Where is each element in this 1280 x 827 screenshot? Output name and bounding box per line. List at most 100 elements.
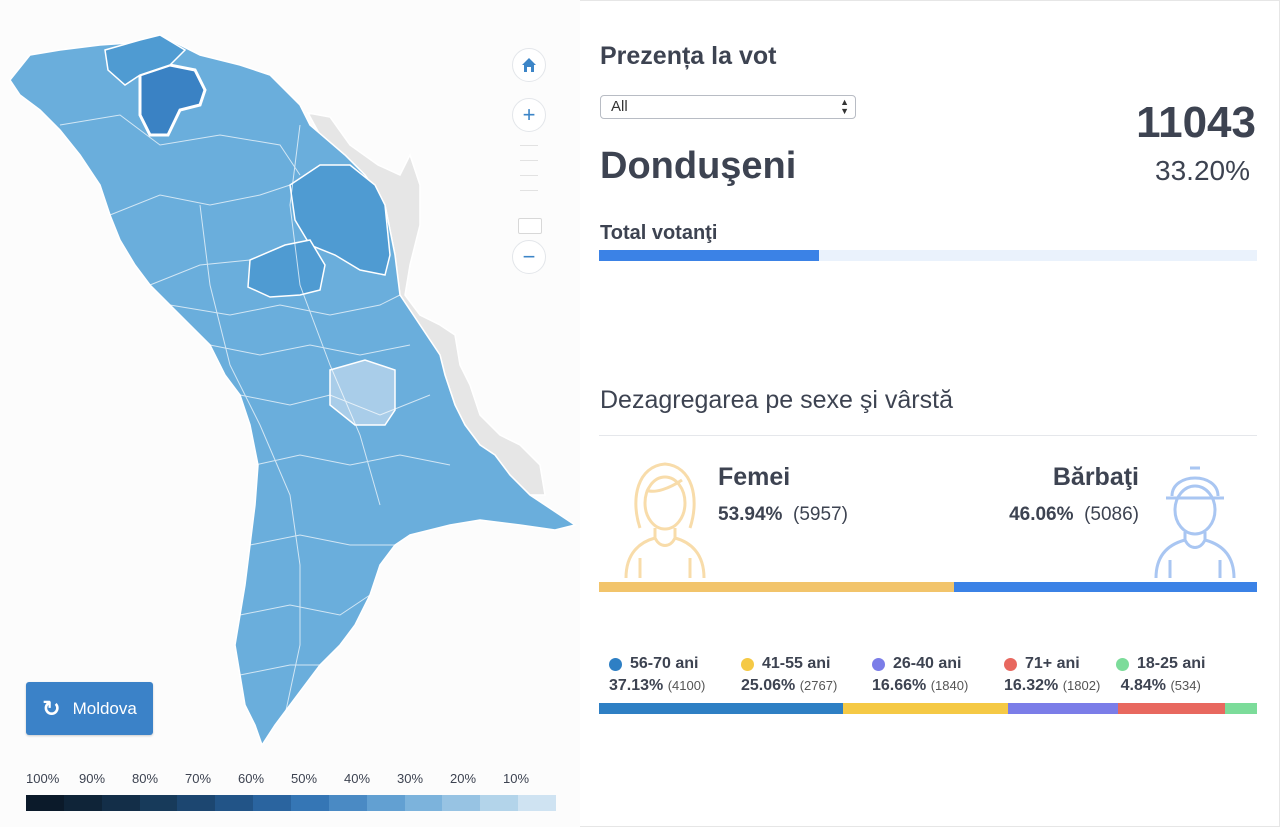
map-home-button[interactable] [512,48,546,82]
legend-label: 60% [238,771,265,786]
age-group-item: 18-25 ani 4.84% (534) [1116,655,1205,695]
age-group-percent: 16.66% [872,677,927,694]
reset-map-label: Moldova [72,698,137,718]
age-group-item: 56-70 ani 37.13% (4100) [609,655,705,695]
age-group-count: (1802) [1062,678,1101,693]
age-group-count: (2767) [799,678,838,693]
zoom-in-button[interactable]: + [512,98,546,132]
age-group-label: 56-70 ani [630,655,699,672]
filter-select[interactable]: All ▲ ▼ [600,95,856,119]
age-bar [599,703,1257,714]
age-group-percent: 37.13% [609,677,664,694]
female-percent: 53.94% [718,504,783,525]
age-group-label: 18-25 ani [1137,655,1206,672]
map-region-north[interactable] [104,34,187,86]
age-group-item: 71+ ani 16.32% (1802) [1004,655,1100,695]
legend-label: 40% [344,771,371,786]
age-group-dot [872,657,885,671]
legend-label: 10% [503,771,530,786]
age-group-label: 26-40 ani [893,655,962,672]
legend-label: 100% [26,771,60,786]
voters-progress-fill [599,250,820,261]
age-group-label: 71+ ani [1025,655,1080,672]
home-icon [522,58,536,72]
legend-swatch [215,795,254,811]
legend-label: 30% [397,771,424,786]
age-group-dot [741,657,754,671]
gender-bar-female [599,582,954,592]
age-group-dot [609,657,622,671]
legend-swatch [291,795,329,811]
male-value: 46.06% (5086) [1009,504,1139,526]
legend-label: 50% [291,771,318,786]
minus-icon: − [522,244,536,269]
moldova-map[interactable] [0,25,580,765]
female-icon [624,462,706,579]
age-group-percent: 16.32% [1004,677,1059,694]
male-icon [1154,466,1236,579]
age-group-dot [1004,657,1017,671]
gender-bar-male [953,582,1257,592]
legend-swatch [63,795,102,811]
region-name: Donduşeni [600,145,797,187]
age-bar-segment [1117,703,1226,714]
legend-swatch [480,795,519,811]
age-group-dot [1116,657,1129,671]
district-borders [59,114,451,716]
map-panel[interactable]: + − ↻ Moldova 100% 90% 80% 70% 60% 50% 40% 30% 2… [0,0,580,827]
legend-swatch [101,795,140,811]
map-region-main[interactable] [9,34,577,747]
legend-swatch [26,795,64,811]
legend-swatch [518,795,557,811]
age-group-percent: 4.84% [1120,677,1167,694]
plus-icon: + [522,102,536,127]
map-region-light[interactable] [329,359,396,426]
legend-label: 20% [450,771,477,786]
legend-swatch [366,795,405,811]
zoom-out-button[interactable]: − [512,240,546,274]
region-percent: 33.20% [1155,155,1250,186]
age-group-count: (1840) [930,678,969,693]
select-arrows-icon: ▲ ▼ [840,97,849,116]
age-bar-segment [1225,703,1257,714]
female-count: (5957) [793,504,848,525]
age-bar-segment [843,703,1009,714]
total-voters-label: Total votanţi [600,222,718,244]
age-group-count: (534) [1170,678,1201,693]
divider [599,435,1257,436]
zoom-slider[interactable] [520,145,538,205]
filter-select-value: All [611,98,628,115]
gender-bar [599,582,1257,592]
legend-swatch [328,795,367,811]
reset-map-button[interactable]: ↻ Moldova [26,682,153,735]
legend-label: 80% [132,771,159,786]
page-title: Prezența la vot [600,42,777,70]
legend-swatch [253,795,292,811]
male-count: (5086) [1084,504,1139,525]
age-group-item: 26-40 ani 16.66% (1840) [872,655,968,695]
zoom-slider-handle[interactable] [518,218,542,234]
map-region-donduseni[interactable] [138,63,207,137]
male-label: Bărbaţi [1052,463,1139,491]
legend-scale [26,795,557,811]
female-value: 53.94% (5957) [718,504,848,526]
legend-label: 90% [79,771,106,786]
legend-swatch [442,795,481,811]
section-title: Dezagregarea pe sexe şi vârstă [600,386,953,414]
age-bar-segment [1008,703,1118,714]
legend-labels: 100% 90% 80% 70% 60% 50% 40% 30% 20% 10% [26,771,556,786]
age-group-label: 41-55 ani [762,655,831,672]
age-bar-segment [599,703,844,714]
legend-swatch [177,795,216,811]
legend-label: 70% [185,771,212,786]
age-group-percent: 25.06% [741,677,796,694]
male-percent: 46.06% [1009,504,1074,525]
refresh-icon: ↻ [42,695,61,721]
total-count: 11043 [1136,98,1256,147]
voters-progress-bar [599,250,1257,261]
age-group-count: (4100) [667,678,706,693]
legend-swatch [404,795,443,811]
map-region-dark-2[interactable] [247,239,326,298]
age-group-item: 41-55 ani 25.06% (2767) [741,655,837,695]
female-label: Femei [718,463,791,491]
